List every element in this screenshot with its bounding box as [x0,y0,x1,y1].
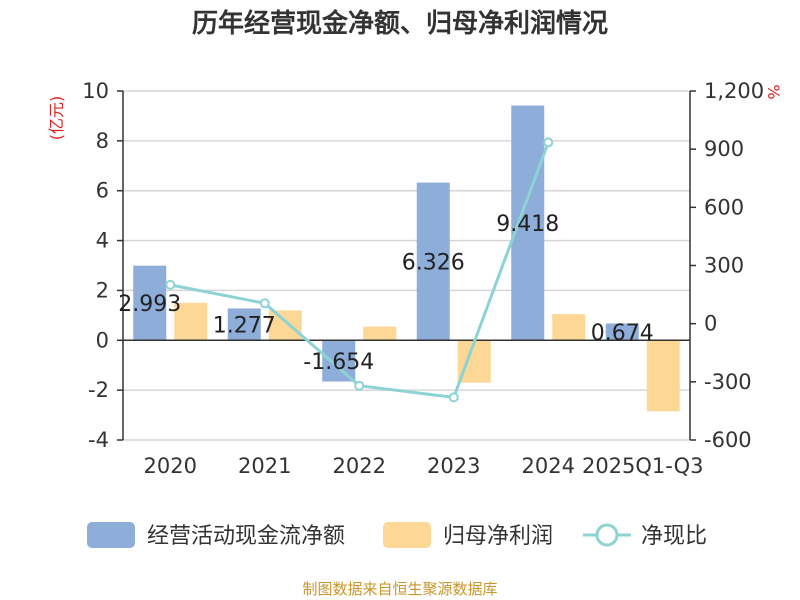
x-tick-label: 2023 [427,454,480,478]
right-tick-label: 600 [704,195,744,219]
x-tick-label: 2024 [522,454,575,478]
legend-item-netprofit[interactable]: 归母净利润 [383,522,553,549]
x-tick-label: 2022 [333,454,386,478]
data-label-cashflow: 9.418 [496,212,559,237]
bar-cashflow[interactable] [416,182,450,341]
left-axis-unit: (亿元) [47,96,66,141]
ratio-point[interactable] [543,137,554,148]
bar-cashflow[interactable] [511,105,545,341]
x-tick-label: 2025Q1-Q3 [582,454,704,478]
left-tick-label: 4 [96,229,109,253]
right-tick-label: 900 [704,137,744,161]
bar-netprofit[interactable] [646,340,680,412]
bar-netprofit[interactable] [552,314,586,341]
legend-label-ratio: 净现比 [641,524,707,549]
ratio-point[interactable] [448,392,459,403]
data-label-cashflow: 0.674 [591,321,654,346]
legend-label-cashflow: 经营活动现金流净额 [147,524,345,549]
right-tick-label: 0 [704,312,717,336]
bar-cashflow[interactable] [322,340,356,382]
left-tick-label: 8 [96,129,109,153]
right-tick-label: -600 [704,428,752,452]
bar-cashflow[interactable] [227,308,261,341]
axes [117,90,696,441]
ratio-point[interactable] [354,380,365,391]
data-label-cashflow: 1.277 [213,313,276,338]
bar-netprofit[interactable] [268,310,302,341]
ratio-point[interactable] [165,279,176,290]
right-axis-unit: % [764,84,783,99]
legend-swatch-ratio-marker [595,523,619,547]
legend-label-netprofit: 归母净利润 [443,524,553,549]
legend-item-ratio[interactable]: 净现比 [583,523,707,549]
left-tick-label: -4 [88,428,109,452]
x-tick-label: 2021 [238,454,291,478]
right-tick-label: 300 [704,254,744,278]
bar-cashflow[interactable] [605,323,639,341]
left-tick-label: 10 [82,79,109,103]
legend-swatch-netprofit [383,522,431,548]
left-tick-label: 6 [96,179,109,203]
bar-netprofit[interactable] [363,326,397,341]
data-label-cashflow: 2.993 [118,292,181,317]
bar-netprofit[interactable] [174,302,208,341]
left-tick-label: 2 [96,278,109,302]
legend: 经营活动现金流净额 归母净利润 净现比 [87,522,707,549]
ratio-point[interactable] [259,298,270,309]
tick-labels: -4 -2 0 2 4 6 8 10 -600 -300 0 300 600 900 1,200 2020 20… [82,79,764,478]
left-tick-label: -2 [88,378,109,402]
left-tick-label: 0 [96,328,109,352]
right-tick-label: 1,200 [704,79,764,103]
x-tick-label: 2020 [144,454,197,478]
legend-item-cashflow[interactable]: 经营活动现金流净额 [87,522,345,549]
bars [133,105,680,412]
data-label-cashflow: -1.654 [303,350,374,375]
chart-title: 历年经营现金净额、归母净利润情况 [192,8,608,39]
data-label-cashflow: 6.326 [402,250,465,275]
ratio-line [165,137,554,403]
right-tick-label: -300 [704,370,752,394]
data-labels: 2.993 1.277 -1.654 6.326 9.418 0.674 [118,212,653,375]
source-note: 制图数据来自恒生聚源数据库 [302,580,497,598]
legend-swatch-cashflow [87,522,135,548]
gridlines [123,90,690,441]
bar-cashflow[interactable] [133,265,167,341]
